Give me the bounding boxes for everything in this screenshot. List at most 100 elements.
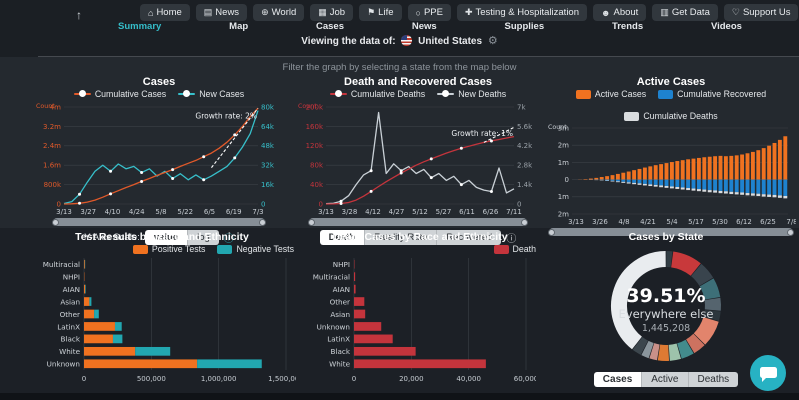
filter-hint: Filter the graph by selecting a state fr… (282, 62, 517, 73)
nav-label: Life (378, 7, 394, 18)
svg-text:1.4k: 1.4k (517, 181, 533, 189)
scroll-to-top-icon[interactable]: ↑ (76, 8, 82, 22)
chart-title: Test Results by Race and Ethnicity (75, 231, 249, 243)
bottom-charts-row: Test Results by Race and Ethnicity Posit… (26, 231, 790, 387)
deaths-by-race-card: Death Cases by Race and Ethnicity Death … (300, 231, 540, 387)
svg-text:1,500,000: 1,500,000 (268, 375, 296, 383)
tab-supplies[interactable]: Supplies (504, 21, 545, 32)
active-cases-bar-chart[interactable]: 3m 2m 1m 0 1m 2m Count 3/13 3/26 4/8 4/21 5/4 5/17 5/… (546, 122, 796, 226)
info-icon[interactable]: ⓘ (506, 234, 517, 245)
chat-button[interactable] (750, 355, 786, 391)
svg-text:Black: Black (61, 335, 81, 344)
svg-text:40,000: 40,000 (456, 375, 481, 383)
legend-label: Active Cases (594, 89, 647, 99)
tab-map[interactable]: Map (229, 21, 249, 32)
tab-videos[interactable]: Videos (710, 21, 742, 32)
svg-text:2m: 2m (558, 142, 569, 150)
tab-summary[interactable]: Summary (118, 21, 162, 32)
svg-text:2m: 2m (558, 210, 569, 218)
cumulative-recovered-swatch (658, 89, 674, 99)
deaths-line-chart[interactable]: 200k 7k 160k 5.6k 120k 4.2k 80k 2.8k 40k 1.4k 0 0 Co… (296, 100, 540, 216)
svg-text:AIAN: AIAN (333, 285, 350, 294)
nav-button-home[interactable]: ⌂ Home (140, 4, 190, 21)
svg-text:6/5: 6/5 (204, 208, 215, 216)
scale-log-button[interactable]: log (188, 230, 219, 245)
svg-text:Everywhere else: Everywhere else (619, 307, 714, 321)
svg-text:Other: Other (330, 297, 350, 306)
nav-label: PPE (423, 7, 443, 18)
legend-item-cumulative-deaths: Cumulative Deaths (624, 111, 718, 121)
nav-button-support-us[interactable]: ♡ Support Us (723, 4, 799, 21)
svg-text:Count: Count (36, 103, 55, 110)
life-icon: ⚑ (367, 7, 376, 17)
recovered-tab[interactable]: Recovered (437, 230, 502, 245)
svg-text:7/11: 7/11 (506, 208, 522, 216)
svg-text:40k: 40k (310, 181, 324, 189)
nav-label: World (271, 7, 297, 18)
nav-button-world[interactable]: ⊕ World (253, 4, 305, 21)
tests-stacked-bar-chart[interactable]: 0 500,000 1,000,000 1,500,000 Multiracial NHP… (28, 255, 296, 383)
svg-text:3/28: 3/28 (342, 208, 358, 216)
svg-text:20,000: 20,000 (399, 375, 424, 383)
svg-text:3/13: 3/13 (56, 208, 72, 216)
svg-text:0: 0 (565, 176, 569, 184)
bottom-strip (0, 393, 799, 400)
svg-text:Asian: Asian (60, 297, 80, 306)
legend-item-negative-tests: Negative Tests (217, 244, 294, 254)
legend-item-positive-tests: Positive Tests (132, 244, 205, 254)
slider-handle-right[interactable] (787, 228, 794, 236)
medical-cross-icon: ✚ (464, 7, 473, 17)
info-icon[interactable]: ⓘ (223, 234, 234, 245)
slider-handle-left[interactable] (548, 228, 555, 236)
header-bar: ↑ ⌂ Home ▤ News ⊕ World ▦ Job ⚑ Life ○ PPE ✚ Te… (0, 0, 799, 57)
svg-text:800k: 800k (44, 181, 62, 189)
gear-icon[interactable]: ⚙ (487, 35, 498, 47)
nav-button-get-data[interactable]: ▥ Get Data (652, 4, 718, 21)
nav-button-about[interactable]: ☻ About (593, 4, 647, 21)
state-tab-active[interactable]: Active (642, 372, 689, 387)
svg-text:Growth rate: 1%: Growth rate: 1% (451, 129, 513, 138)
slider-handle-right[interactable] (521, 218, 528, 226)
svg-text:3.2m: 3.2m (43, 123, 61, 131)
svg-text:48k: 48k (261, 142, 275, 150)
death-swatch (493, 244, 509, 254)
viewing-label: Viewing the data of: (301, 36, 396, 47)
svg-text:5/8: 5/8 (155, 208, 166, 216)
slider-handle-left[interactable] (52, 218, 59, 226)
svg-text:1,445,208: 1,445,208 (642, 323, 690, 334)
svg-text:6/11: 6/11 (459, 208, 475, 216)
nav-button-news[interactable]: ▤ News (195, 4, 248, 21)
svg-text:1.6m: 1.6m (43, 162, 61, 170)
svg-text:120k: 120k (306, 142, 324, 150)
nav-button-life[interactable]: ⚑ Life (359, 4, 402, 21)
nav-button-job[interactable]: ▦ Job (310, 4, 354, 21)
legend-label: Cumulative Recovered (677, 89, 767, 99)
tab-trends[interactable]: Trends (611, 21, 644, 32)
fatality-rate-tab[interactable]: Fatality Rate (365, 230, 438, 245)
scale-value-button[interactable]: value (144, 230, 189, 245)
deaths-range-slider[interactable] (308, 218, 528, 226)
active-range-slider[interactable] (548, 228, 794, 236)
svg-text:Asian: Asian (330, 310, 350, 319)
deaths-bar-chart[interactable]: 0 20,000 40,000 60,000 NHPI Multiracial AIAN Ot… (304, 255, 536, 383)
state-tab-deaths[interactable]: Deaths (688, 372, 739, 387)
state-tab-cases[interactable]: Cases (593, 372, 643, 387)
legend-item-cumulative-cases: Cumulative Cases (73, 89, 166, 99)
slider-handle-right[interactable] (259, 218, 266, 226)
nav-button-ppe[interactable]: ○ PPE (407, 4, 451, 21)
legend-label: Cumulative Deaths (643, 111, 718, 121)
legend-item-new-cases: New Cases (178, 89, 244, 99)
svg-text:0: 0 (82, 375, 86, 383)
nav-label: Job (329, 7, 346, 18)
cases-by-state-donut[interactable]: 39.51%Everywhere else 1,445,208 (586, 243, 746, 369)
cases-line-chart[interactable]: 4m 80k 3.2m 64k 2.4m 48k 1.6m 32k 800k 16k 0 0 Count… (34, 100, 284, 216)
cases-range-slider[interactable] (52, 218, 266, 226)
nav-button-testing-hospitalization[interactable]: ✚ Testing & Hospitalization (456, 4, 587, 21)
slider-handle-left[interactable] (308, 218, 315, 226)
tab-news[interactable]: News (411, 21, 437, 32)
legend-label: New Cases (199, 89, 245, 99)
svg-text:200k: 200k (306, 103, 324, 111)
tab-cases[interactable]: Cases (316, 21, 344, 32)
death-tab[interactable]: Death (319, 230, 366, 245)
svg-text:3/13: 3/13 (568, 218, 584, 226)
